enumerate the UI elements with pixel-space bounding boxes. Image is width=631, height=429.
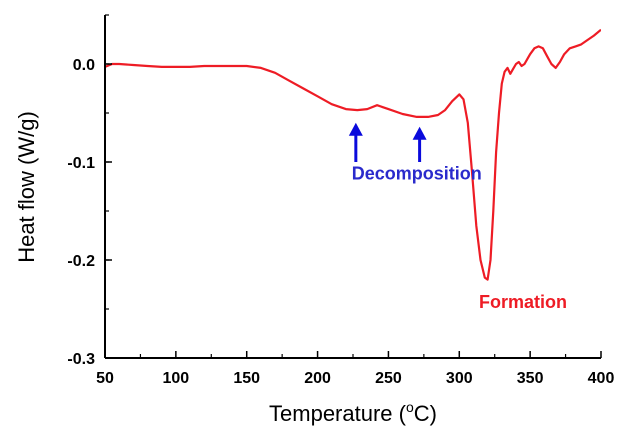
x-tick-label: 350 [517,370,544,387]
x-tick-label: 200 [304,370,331,387]
x-axis-title: Temperature (oC) [269,399,437,426]
y-tick-label: -0.2 [67,253,95,270]
x-tick-label: 100 [163,370,190,387]
annotation-arrow-head [412,126,427,140]
annotation-decomposition: Decomposition [352,164,482,184]
x-tick-label: 400 [588,370,615,387]
x-tick-label: 250 [375,370,402,387]
x-tick-label: 150 [233,370,260,387]
y-tick-label: -0.3 [67,351,95,368]
y-axis-title: Heat flow (W/g) [14,111,39,263]
y-tick-label: -0.1 [67,155,95,172]
series-line-heat-flow [105,28,601,281]
y-tick-label: 0.0 [73,57,95,74]
annotation-formation: Formation [479,292,567,312]
x-axis-title-sup: o [406,399,414,415]
x-tick-label: 300 [446,370,473,387]
x-axis-title-suffix: C) [414,401,437,426]
x-axis-title-main: Temperature ( [269,401,407,426]
x-tick-label: 50 [96,370,114,387]
annotation-arrow-head [348,122,363,136]
